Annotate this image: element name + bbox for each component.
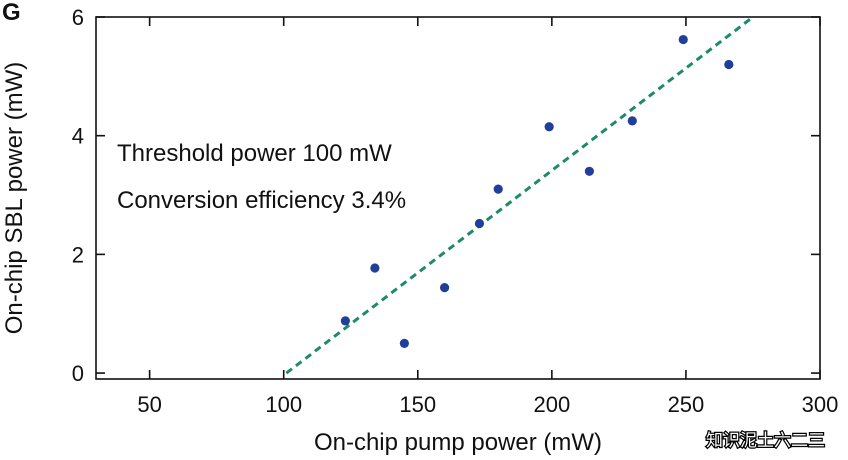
fit-line (285, 15, 754, 375)
x-tick-label: 150 (399, 392, 436, 417)
data-points (340, 34, 734, 348)
data-point (370, 263, 380, 273)
data-point (474, 218, 485, 229)
data-point (724, 59, 734, 70)
data-point (544, 122, 554, 132)
x-axis-title: On-chip pump power (mW) (314, 429, 602, 456)
panel-label: G (2, 0, 21, 26)
y-tick-label: 0 (72, 361, 84, 386)
plot-frame (95, 16, 821, 380)
data-point (678, 34, 688, 45)
tick-labels: 50 100 150 200 250 300 0 2 4 6 (72, 5, 839, 417)
data-point (627, 116, 637, 126)
x-tick-label: 300 (802, 392, 839, 417)
y-tick-label: 2 (72, 242, 84, 267)
data-point (340, 316, 350, 326)
data-point (439, 283, 450, 293)
annotation-efficiency: Conversion efficiency 3.4% (117, 187, 406, 214)
axis-ticks (96, 16, 821, 379)
data-point (399, 338, 409, 348)
x-tick-label: 200 (533, 392, 570, 417)
x-tick-label: 250 (668, 392, 705, 417)
y-tick-label: 6 (72, 5, 84, 30)
y-axis-title: On-chip SBL power (mW) (1, 62, 28, 335)
x-tick-label: 50 (137, 392, 161, 417)
y-tick-label: 4 (72, 124, 84, 149)
data-point (584, 166, 594, 176)
annotation-threshold: Threshold power 100 mW (117, 140, 392, 167)
x-tick-label: 100 (265, 392, 302, 417)
watermark: 知识泥土六二三 (706, 431, 825, 451)
data-point (493, 184, 503, 194)
